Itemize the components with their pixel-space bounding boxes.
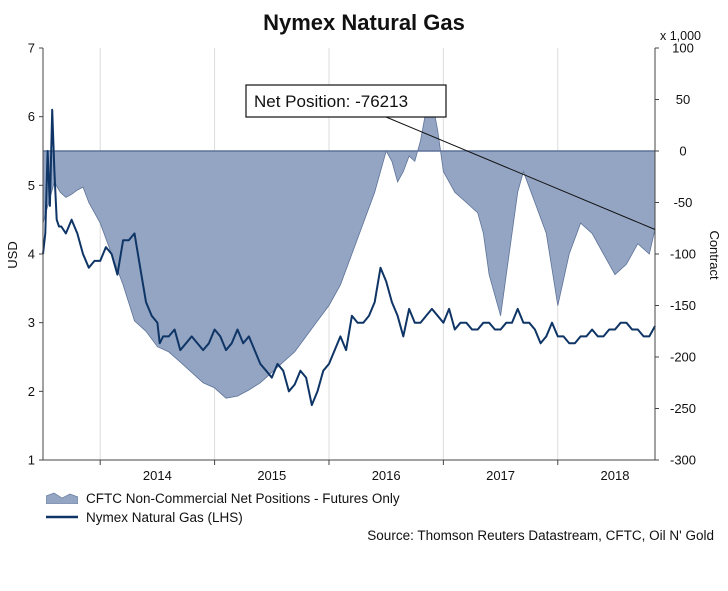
annotation-text: Net Position: -76213 — [254, 92, 408, 111]
legend-swatch-area — [46, 492, 78, 504]
x-axis-tick-label: 2015 — [257, 468, 286, 483]
legend-item-net-positions: CFTC Non-Commercial Net Positions - Futu… — [46, 489, 400, 507]
left-axis-tick-label: 2 — [28, 384, 35, 399]
right-axis-tick-label: 50 — [676, 92, 690, 107]
axes: 1 2 3 4 5 6 7 100 50 0 -50 -100 -150 -200 -250 -300 2014… — [28, 41, 696, 484]
right-axis-label: Contract — [707, 230, 722, 280]
x-axis-tick-label: 2016 — [372, 468, 401, 483]
legend-label-price: Nymex Natural Gas (LHS) — [86, 509, 243, 525]
left-axis-tick-label: 6 — [28, 109, 35, 124]
x-axis-tick-label: 2014 — [143, 468, 172, 483]
right-axis-tick-label: -250 — [670, 401, 696, 416]
net-positions-area-path — [42, 98, 656, 399]
annotation-group: Net Position: -76213 — [245, 84, 656, 230]
right-axis-tick-label: -50 — [674, 195, 693, 210]
right-axis-tick-label: -300 — [670, 453, 696, 468]
source-note: Source: Thomson Reuters Datastream, CFTC… — [367, 528, 714, 543]
right-axis-tick-label: -200 — [670, 350, 696, 365]
right-axis-tick-label: -150 — [670, 298, 696, 313]
left-axis-tick-label: 5 — [28, 178, 35, 193]
left-axis-tick-label: 1 — [28, 453, 35, 468]
left-axis-tick-label: 3 — [28, 315, 35, 330]
right-axis-tick-label: 0 — [679, 144, 686, 159]
price-series-line — [42, 108, 656, 407]
annotation-leader-line — [385, 116, 656, 230]
legend-swatch-line — [46, 515, 78, 519]
x-axis-tick-label: 2017 — [486, 468, 515, 483]
right-axis-unit: x 1,000 — [660, 29, 701, 43]
left-axis-tick-label: 4 — [28, 247, 35, 262]
legend-item-price: Nymex Natural Gas (LHS) — [46, 508, 243, 526]
right-axis-tick-label: 100 — [672, 41, 694, 56]
net-positions-area — [42, 98, 656, 399]
left-axis-tick-label: 7 — [28, 41, 35, 56]
x-axis-tick-label: 2018 — [601, 468, 630, 483]
legend-label-net-positions: CFTC Non-Commercial Net Positions - Futu… — [86, 490, 400, 506]
left-axis-label: USD — [5, 241, 20, 268]
right-axis-tick-label: -100 — [670, 247, 696, 262]
chart-title: Nymex Natural Gas — [263, 10, 465, 35]
price-line — [42, 108, 656, 407]
annotation-box — [245, 84, 447, 118]
